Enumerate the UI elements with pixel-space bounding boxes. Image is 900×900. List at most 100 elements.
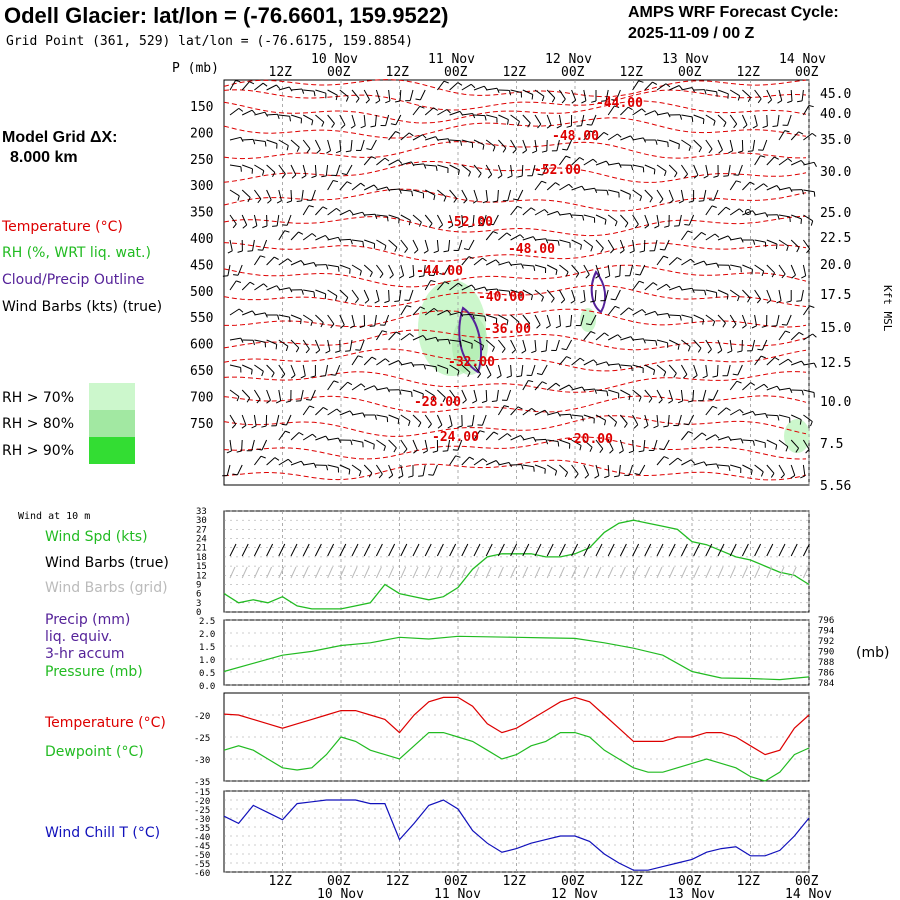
precip-tick: 1.0 — [199, 656, 215, 666]
wind-barb-feather — [285, 430, 291, 434]
wind-barb — [359, 339, 365, 351]
wind-barb — [620, 336, 632, 341]
wind-barb — [517, 189, 524, 201]
wind-barb-feather — [411, 191, 414, 197]
wind-barb — [276, 214, 280, 226]
temperature-contour — [223, 100, 807, 124]
wind-barb — [290, 314, 302, 320]
temperature-contour — [223, 348, 807, 372]
wind-barb — [461, 83, 472, 91]
wind-barb-feather — [591, 100, 597, 103]
wind-barb-feather — [246, 397, 251, 403]
grid-wind-barb — [351, 566, 358, 579]
wind-barb-feather — [771, 272, 776, 278]
wind-barb — [644, 81, 653, 91]
wind-barb — [253, 189, 262, 200]
wind-barb — [729, 180, 737, 191]
wind-barb — [656, 255, 664, 266]
wind-panel-title: Wind at 10 m — [18, 511, 90, 522]
pressure-tick: 500 — [190, 285, 213, 300]
grid-wind-barb — [693, 566, 700, 579]
wind-barb — [384, 314, 390, 326]
wind-barb-feather — [395, 131, 401, 134]
wind-barb — [388, 414, 399, 420]
wind-barb-feather — [371, 356, 377, 360]
wind-barb-feather — [517, 205, 523, 209]
wind-barb — [705, 434, 716, 441]
wind-barb-feather — [740, 237, 744, 243]
surface-wind-barb — [766, 543, 774, 557]
wind-barb — [486, 314, 497, 319]
wind-barb — [424, 414, 432, 425]
wind-barb-feather — [652, 282, 658, 286]
wind-barb-feather — [355, 98, 360, 103]
wind-barb — [790, 159, 802, 166]
wind-barb — [339, 381, 348, 391]
wind-barb-feather — [565, 271, 569, 277]
wind-barb — [301, 189, 304, 201]
wind-barb — [400, 214, 411, 221]
wind-barb-feather — [349, 209, 354, 215]
wind-barb — [778, 187, 790, 191]
wind-barb — [558, 289, 566, 300]
pressure-tick: 792 — [818, 637, 834, 647]
bottom-hour-label: 00Z — [795, 874, 819, 889]
wind-barb-feather — [408, 475, 414, 478]
wind-barb — [522, 289, 533, 296]
wind-barb-feather — [580, 244, 582, 250]
wind-barb-feather — [413, 249, 419, 254]
temperature-contour-label: -28.00 — [414, 395, 461, 410]
wind-barb — [777, 114, 780, 126]
temperature-contour-label: -52.00 — [446, 215, 493, 230]
wind-barb-feather — [347, 381, 353, 386]
wind-barb-feather — [491, 400, 497, 402]
pressure-tick: 788 — [818, 658, 834, 668]
wind-barb-feather — [397, 419, 400, 425]
wind-barb — [290, 231, 299, 241]
wind-barb-feather — [702, 118, 705, 124]
wind-barb-feather — [581, 100, 587, 104]
wind-barb-feather — [312, 433, 317, 438]
wind-barb-feather — [433, 307, 439, 312]
wind-barb-feather — [630, 365, 633, 371]
wind-barb — [607, 414, 617, 423]
temperature-legend: Temperature (°C) — [44, 715, 166, 731]
wind-barb — [351, 464, 362, 472]
wind-barb-feather — [247, 250, 253, 252]
wind-barb — [339, 89, 349, 98]
wind-barb — [485, 460, 497, 466]
wind-barb-feather — [604, 219, 607, 225]
wind-barb-feather — [336, 207, 341, 212]
wind-barb — [497, 405, 505, 416]
wind-barb-feather — [452, 449, 458, 451]
wind-barb — [351, 412, 363, 416]
wind-barb — [546, 289, 555, 299]
wind-barb — [656, 283, 667, 291]
wind-barb — [278, 339, 289, 347]
wind-barb — [278, 430, 286, 441]
wind-barb-feather — [398, 475, 404, 479]
wind-barb — [534, 464, 546, 470]
wind-barb — [583, 359, 594, 366]
wind-barb-feather — [752, 440, 755, 446]
wind-barb — [628, 464, 634, 476]
wind-barb — [498, 289, 510, 292]
wind-barb-feather — [800, 160, 805, 165]
wind-barb-feather — [575, 273, 580, 278]
grid-wind-barb — [656, 566, 663, 579]
pressure-tick: 350 — [190, 206, 213, 221]
wind-barb-feather — [472, 400, 477, 404]
precip-tick: 0.5 — [199, 669, 215, 679]
wind-barb-feather — [728, 265, 731, 271]
wind-tick: 24 — [196, 535, 207, 545]
wind-barb-feather — [408, 132, 414, 137]
wind-barb-feather — [666, 283, 671, 289]
wind-barb — [278, 164, 286, 175]
wind-barb-feather — [349, 410, 354, 416]
wind-barb-feather — [806, 248, 811, 254]
temperature-contour — [224, 308, 807, 328]
wind-barb — [680, 189, 684, 201]
wind-barb — [583, 331, 592, 341]
wind-barb — [241, 214, 248, 226]
